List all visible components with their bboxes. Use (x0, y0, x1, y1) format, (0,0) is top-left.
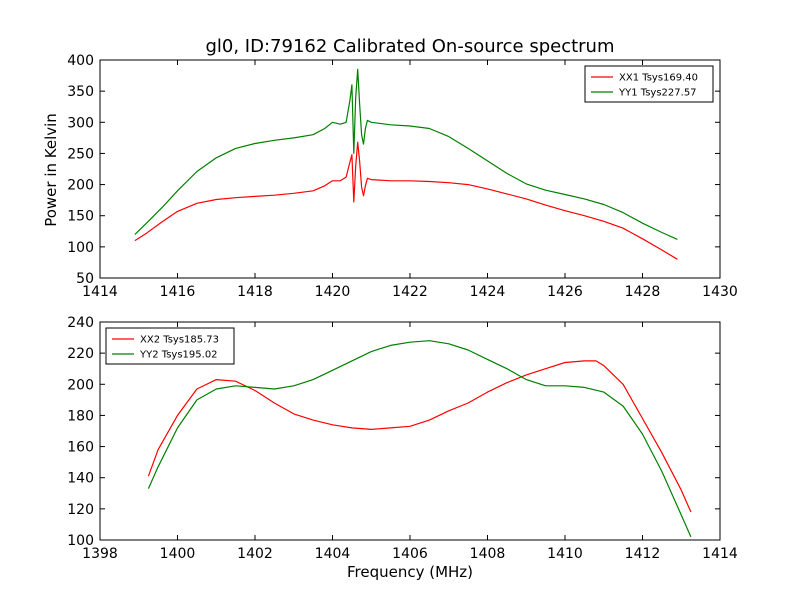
legend-box (105, 327, 235, 365)
x-tick-label: 1418 (237, 284, 273, 300)
y-tick-label: 50 (76, 271, 94, 287)
legend: XX2 Tsys185.73 YY2 Tsys195.02 (105, 327, 235, 365)
x-tick-label: 1402 (237, 546, 273, 562)
legend-label: XX2 Tsys185.73 (140, 335, 219, 346)
series-line-red-0 (134, 141, 678, 260)
x-tick-label: 1404 (315, 546, 351, 562)
x-tick-label: 1412 (625, 546, 661, 562)
y-axis-label: Power in Kelvin (42, 113, 60, 227)
x-axis-label: Frequency (MHz) (347, 563, 473, 581)
y-tick-label: 200 (67, 377, 94, 393)
legend-box (584, 65, 714, 103)
top-panel: 1414 1416 1418 1420 1422 1424 1426 1428 1430 50 10… (67, 53, 738, 300)
y-tick-label: 160 (67, 440, 94, 456)
series-line-green-1 (147, 340, 692, 538)
x-tick-label: 1414 (702, 546, 738, 562)
x-tick-label: 1422 (392, 284, 428, 300)
x-tick-label: 1416 (160, 284, 196, 300)
legend: XX1 Tsys169.40 YY1 Tsys227.57 (584, 65, 714, 103)
y-tick-label: 350 (67, 84, 94, 100)
y-tick-label: 300 (67, 115, 94, 131)
y-tick-label: 250 (67, 146, 94, 162)
legend-label: YY1 Tsys227.57 (618, 88, 697, 99)
bottom-panel: 1398 1400 1402 1404 1406 1408 1410 1412 1414 100 1… (67, 315, 738, 562)
legend-label: XX1 Tsys169.40 (619, 73, 698, 84)
x-tick-label: 1420 (315, 284, 351, 300)
figure-title: gl0, ID:79162 Calibrated On-source spect… (205, 36, 614, 57)
y-tick-label: 400 (67, 53, 94, 69)
y-tick-label: 180 (67, 408, 94, 424)
x-tick-label: 1398 (82, 546, 118, 562)
x-tick-label: 1424 (470, 284, 506, 300)
y-tick-label: 120 (67, 502, 94, 518)
legend-label: YY2 Tsys195.02 (139, 350, 218, 361)
x-tick-label: 1406 (392, 546, 428, 562)
y-tick-label: 200 (67, 178, 94, 194)
y-tick-label: 220 (67, 346, 94, 362)
y-tick-label: 240 (67, 315, 94, 331)
y-tick-label: 140 (67, 471, 94, 487)
x-tick-label: 1408 (470, 546, 506, 562)
x-tick-label: 1400 (160, 546, 196, 562)
x-tick-label: 1414 (82, 284, 118, 300)
y-tick-label: 100 (67, 240, 94, 256)
series-line-red-1 (147, 360, 692, 513)
y-tick-label: 150 (67, 209, 94, 225)
y-tick-label: 100 (67, 533, 94, 549)
x-tick-label: 1410 (547, 546, 583, 562)
x-tick-label: 1428 (625, 284, 661, 300)
x-tick-label: 1426 (547, 284, 583, 300)
x-tick-label: 1430 (702, 284, 738, 300)
series-line-green-0 (134, 68, 678, 240)
